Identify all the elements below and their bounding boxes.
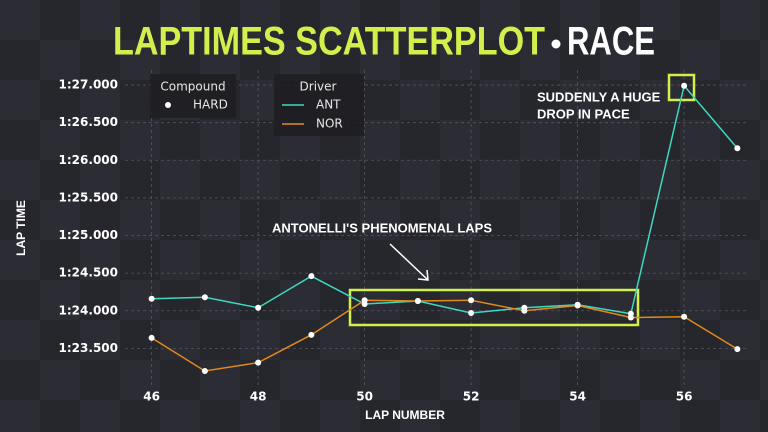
- data-point: [681, 82, 688, 89]
- y-tick-label: 1:27.000: [59, 78, 118, 92]
- data-point: [255, 304, 262, 311]
- y-tick-label: 1:25.000: [59, 228, 118, 242]
- data-point: [201, 294, 208, 301]
- legend-label: NOR: [316, 117, 343, 131]
- data-point: [308, 273, 315, 280]
- data-point: [361, 297, 368, 304]
- highlight-box: [348, 288, 640, 327]
- data-point: [308, 331, 315, 338]
- annotation: ANTONELLI'S PHENOMENAL LAPS: [272, 220, 492, 235]
- data-point: [201, 367, 208, 374]
- y-tick-label: 1:26.000: [59, 153, 118, 167]
- legend-entries: ANT NOR: [282, 98, 343, 131]
- chart-title: LAPTIMES SCATTERPLOT: [113, 20, 545, 64]
- x-tick-label: 50: [356, 390, 373, 404]
- y-tick-label: 1:23.500: [59, 341, 118, 355]
- data-point: [255, 359, 262, 366]
- chart-subtitle: RACE: [567, 20, 655, 64]
- y-tick-label: 1:24.500: [59, 266, 118, 280]
- annotation: SUDDENLY A HUGE: [537, 89, 661, 104]
- legend-label: HARD: [193, 98, 228, 112]
- series-line: [151, 299, 738, 372]
- data-point: [521, 307, 528, 314]
- data-point: [414, 297, 421, 304]
- x-tick-label: 56: [676, 390, 693, 404]
- x-tick-label: 54: [569, 390, 586, 404]
- x-axis-label: LAP NUMBER: [365, 408, 445, 422]
- legend-label: ANT: [316, 98, 341, 112]
- y-tick-label: 1:24.000: [59, 303, 118, 317]
- plot: [148, 82, 741, 374]
- data-point: [681, 313, 688, 320]
- data-point: [734, 346, 741, 353]
- annotation: DROP IN PACE: [537, 106, 630, 121]
- data-point: [468, 297, 475, 304]
- data-point: [148, 334, 155, 341]
- x-tick-label: 46: [143, 390, 160, 404]
- annotation-arrow: [389, 243, 429, 281]
- data-point: [574, 302, 581, 309]
- data-point: [627, 314, 634, 321]
- y-axis-label: LAP TIME: [14, 200, 28, 256]
- legend-title: Driver: [300, 80, 337, 94]
- data-point: [468, 310, 475, 317]
- compound-legend: [150, 74, 236, 118]
- legend-marker: [165, 102, 171, 108]
- y-tick-label: 1:25.500: [59, 190, 118, 204]
- y-tick-label: 1:26.500: [59, 115, 118, 129]
- legend-title: Compound: [160, 80, 225, 94]
- x-tick-label: 48: [250, 390, 267, 404]
- data-point: [148, 295, 155, 302]
- title-separator: [551, 39, 561, 49]
- x-tick-label: 52: [463, 390, 480, 404]
- data-point: [734, 145, 741, 152]
- series-line: [151, 84, 738, 315]
